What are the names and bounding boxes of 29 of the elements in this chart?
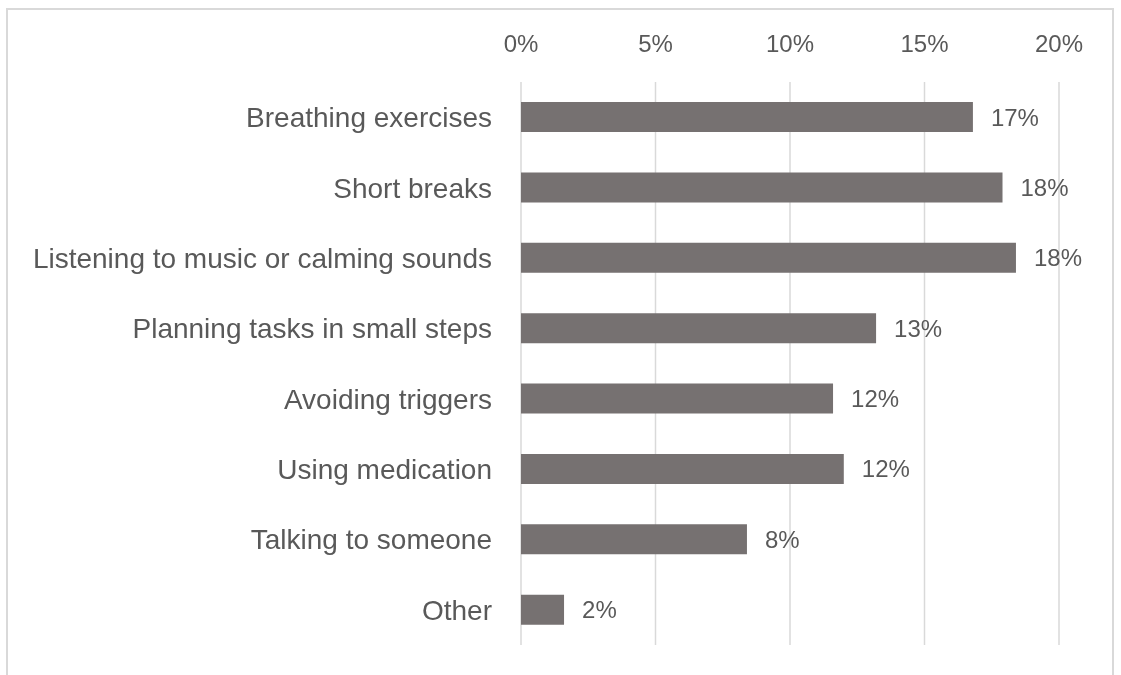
bar	[521, 102, 973, 132]
y-tick-label: Talking to someone	[250, 524, 492, 556]
bar	[521, 172, 1003, 203]
y-tick-label: Using medication	[277, 454, 492, 485]
y-tick-label: Short breaks	[333, 172, 492, 204]
data-label: 8%	[764, 525, 800, 553]
bar	[521, 242, 1016, 273]
data-label: 13%	[894, 314, 943, 342]
data-label: 18%	[1033, 244, 1083, 272]
bar	[521, 313, 877, 344]
x-tick-label: 15%	[900, 30, 949, 57]
bar	[521, 383, 834, 414]
x-tick-label: 5%	[638, 30, 673, 57]
x-tick-label: 0%	[503, 30, 539, 57]
data-label: 12%	[861, 455, 910, 483]
bar	[521, 594, 565, 625]
bar	[521, 453, 844, 484]
x-tick-label: 20%	[1034, 30, 1084, 57]
y-tick-label: Avoiding triggers	[283, 383, 492, 415]
bar	[521, 524, 747, 555]
x-tick-label: 10%	[765, 30, 815, 57]
y-tick-label: Other	[421, 594, 492, 626]
y-tick-label: Listening to music or calming sounds	[32, 242, 492, 274]
data-label: 12%	[851, 385, 900, 413]
data-label: 18%	[1020, 173, 1069, 201]
y-tick-label: Breathing exercises	[246, 102, 492, 134]
data-label: 17%	[990, 103, 1039, 131]
data-label: 2%	[582, 596, 617, 624]
y-tick-label: Planning tasks in small steps	[132, 313, 492, 345]
